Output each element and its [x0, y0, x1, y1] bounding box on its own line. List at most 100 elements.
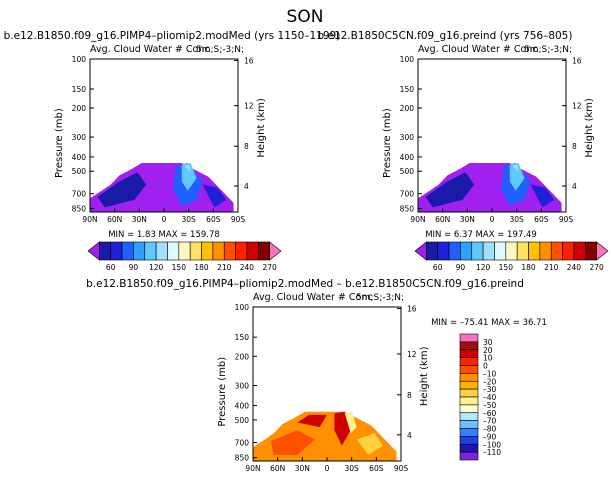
y-tick-label: 850 — [400, 205, 415, 214]
y-tick-label: 150 — [235, 333, 250, 342]
colorbar-swatch — [459, 349, 479, 358]
y-right-tick-label: 4 — [244, 182, 249, 191]
x-tick-label: 30S — [510, 215, 525, 224]
y-right-tick-label: 4 — [572, 182, 577, 191]
colorbar-label: 180 — [521, 263, 536, 272]
colorbar-label: 60 — [433, 263, 443, 272]
colorbar-swatch — [448, 241, 461, 261]
y-right-tick-label: 12 — [407, 350, 417, 359]
field-patch — [356, 433, 384, 455]
min-max-stats: MIN = 1.83 MAX = 159.78 — [108, 230, 220, 240]
y-tick-label: 200 — [72, 104, 87, 113]
colorbar-label: –70 — [483, 417, 497, 426]
colorbar-swatch — [87, 241, 100, 261]
colorbar-swatch — [459, 365, 479, 374]
y-right-tick-label: 16 — [572, 57, 582, 66]
y-axis-label: Pressure (mb) — [54, 108, 65, 178]
y-right-axis-label: Height (km) — [584, 98, 595, 158]
colorbar-swatch — [459, 443, 479, 453]
colorbar-swatch — [257, 241, 270, 261]
chart-panel-3: b.e12.B1850.f09_g16.PIMP4–pliomip2.modMe… — [86, 278, 547, 473]
y-tick-label: 700 — [235, 439, 250, 448]
y-tick-label: 300 — [400, 133, 415, 142]
colorbar-label: –50 — [483, 401, 497, 410]
colorbar-swatch — [459, 396, 479, 406]
x-tick-label: 90S — [394, 464, 409, 473]
colorbar-swatch — [459, 333, 479, 343]
colorbar-label: 60 — [106, 263, 116, 272]
chart-subtitle: Avg. Cloud Water # Conc — [418, 44, 538, 55]
colorbar-label: –30 — [483, 385, 497, 394]
y-tick-label: 400 — [72, 153, 87, 162]
colorbar-swatch — [167, 241, 180, 261]
chart-panel-1: b.e12.B1850.f09_g16.PIMP4–pliomip2.modMe… — [4, 30, 341, 272]
colorbar-label: 180 — [194, 263, 209, 272]
colorbar-swatch — [505, 241, 518, 261]
colorbar-swatch — [516, 241, 529, 261]
colorbar-swatch — [223, 241, 236, 261]
y-right-axis-label: Height (km) — [419, 346, 430, 406]
colorbar-swatch — [459, 451, 479, 461]
field-patch — [202, 184, 227, 208]
colorbar-swatch — [110, 241, 123, 261]
colorbar-label: 120 — [149, 263, 164, 272]
x-tick-label: 60S — [369, 464, 384, 473]
y-right-tick-label: 8 — [244, 142, 249, 151]
colorbar-swatch — [235, 241, 248, 261]
colorbar: 60 90 120 150 180 210 240 270 — [414, 241, 609, 272]
field-patch — [184, 164, 191, 173]
y-right-tick-label: 16 — [244, 57, 254, 66]
colorbar-swatch — [459, 373, 479, 382]
field-patch — [297, 414, 327, 428]
y-tick-label: 150 — [400, 85, 415, 94]
chart-subtitle: Avg. Cloud Water # Conc — [90, 44, 210, 55]
colorbar-label: 270 — [589, 263, 604, 272]
colorbar-label: –100 — [483, 440, 501, 449]
chart-title: b.e12.B1850.f09_g16.PIMP4–pliomip2.modMe… — [86, 278, 524, 290]
y-tick-label: 400 — [400, 153, 415, 162]
y-right-tick-label: 4 — [407, 431, 412, 440]
y-tick-label: 200 — [235, 352, 250, 361]
colorbar-label: –10 — [483, 369, 497, 378]
x-tick-label: 30S — [345, 464, 360, 473]
colorbar-swatch — [178, 241, 191, 261]
x-tick-label: 60S — [206, 215, 221, 224]
y-tick-label: 700 — [400, 190, 415, 199]
y-tick-label: 500 — [72, 167, 87, 176]
y-right-tick-label: 8 — [572, 142, 577, 151]
colorbar-label: –40 — [483, 393, 497, 402]
colorbar-swatch — [596, 241, 609, 261]
colorbar-label: 270 — [262, 263, 277, 272]
colorbar-swatch — [426, 241, 439, 261]
colorbar-swatch — [482, 241, 495, 261]
colorbar-swatch — [459, 428, 479, 437]
colorbar: 60 90 120 150 180 210 240 270 — [87, 241, 282, 272]
x-tick-label: 30N — [295, 464, 310, 473]
colorbar-swatch — [471, 241, 484, 261]
min-max-stats: MIN = –75.41 MAX = 36.71 — [431, 318, 547, 328]
colorbar-label: 20 — [483, 346, 493, 355]
colorbar-swatch — [584, 241, 597, 261]
field-patch — [270, 430, 316, 455]
colorbar-swatch — [459, 420, 479, 429]
x-tick-label: 60N — [107, 215, 122, 224]
colorbar-swatch — [133, 241, 146, 261]
colorbar-label: 240 — [567, 263, 582, 272]
x-tick-label: 90N — [410, 215, 425, 224]
colorbar-swatch — [437, 241, 450, 261]
colorbar-swatch — [528, 241, 541, 261]
colorbar-label: 0 — [483, 362, 488, 371]
field-patch — [334, 411, 351, 446]
colorbar-swatch — [201, 241, 214, 261]
colorbar-label: 150 — [499, 263, 514, 272]
x-tick-label: 90S — [559, 215, 574, 224]
x-tick-label: 60N — [435, 215, 450, 224]
field-patch — [181, 163, 197, 191]
colorbar-swatch — [459, 436, 479, 445]
colorbar-label: 150 — [172, 263, 187, 272]
colorbar-swatch — [144, 241, 157, 261]
y-right-axis-label: Height (km) — [256, 98, 267, 158]
field-patch — [97, 172, 147, 208]
y-tick-label: 300 — [235, 382, 250, 391]
corner-label: 5m;S;-3;N; — [524, 45, 572, 55]
